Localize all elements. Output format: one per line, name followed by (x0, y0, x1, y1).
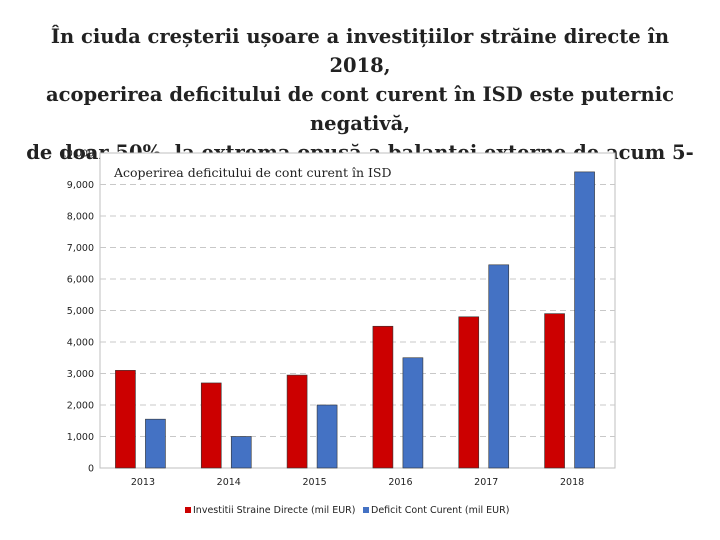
y-tick-label: 6,000 (67, 275, 94, 286)
x-axis-ticks: 2013 2014 2015 2016 2017 2018 (131, 477, 584, 488)
gridlines (100, 184, 615, 437)
bar-fdi-2014 (200, 382, 222, 469)
bar-fdi-2015 (286, 374, 308, 469)
x-tick-label: 2017 (474, 477, 498, 488)
x-tick-label: 2014 (217, 477, 241, 488)
bar-deficit-2014 (230, 436, 252, 469)
legend-swatch-fdi (185, 507, 191, 513)
bar-fdi-2017 (458, 316, 480, 469)
bar-fdi-2016 (372, 325, 394, 469)
bar-deficit-2016 (402, 357, 424, 469)
x-tick-label: 2016 (388, 477, 412, 488)
chart-title: Acoperirea deficitului de cont curent în… (113, 165, 392, 180)
y-axis-ticks: 0 1,000 2,000 3,000 4,000 5,000 6,000 7,000 8,00… (61, 149, 94, 475)
y-tick-label: 1,000 (67, 432, 94, 443)
title-line-2: acoperirea deficitului de cont curent în… (45, 83, 675, 135)
legend-swatch-deficit (363, 507, 369, 513)
title-line-1: În ciuda creșterii ușoare a investițiilo… (50, 25, 670, 77)
y-tick-label: 5,000 (67, 306, 94, 317)
y-tick-label: 10,000 (61, 149, 94, 160)
legend-label-fdi: Investitii Straine Directe (mil EUR) (193, 505, 355, 516)
bar-deficit-2018 (574, 171, 595, 469)
y-tick-label: 2,000 (67, 401, 94, 412)
bar-fdi-2013 (115, 370, 136, 469)
legend: Investitii Straine Directe (mil EUR) Def… (185, 505, 509, 516)
x-tick-label: 2013 (131, 477, 155, 488)
y-tick-label: 9,000 (67, 180, 94, 191)
plot-area (99, 152, 616, 469)
bars (115, 171, 595, 469)
bar-fdi-2018 (544, 313, 565, 469)
bar-deficit-2013 (145, 418, 166, 469)
x-tick-label: 2018 (560, 477, 584, 488)
y-tick-label: 4,000 (67, 338, 94, 349)
bar-deficit-2015 (316, 404, 338, 469)
bar-deficit-2017 (488, 264, 510, 469)
y-tick-label: 8,000 (67, 212, 94, 223)
y-tick-label: 0 (88, 464, 94, 475)
legend-label-deficit: Deficit Cont Curent (mil EUR) (371, 505, 509, 516)
x-tick-label: 2015 (302, 477, 326, 488)
y-tick-label: 7,000 (67, 243, 94, 254)
y-tick-label: 3,000 (67, 369, 94, 380)
